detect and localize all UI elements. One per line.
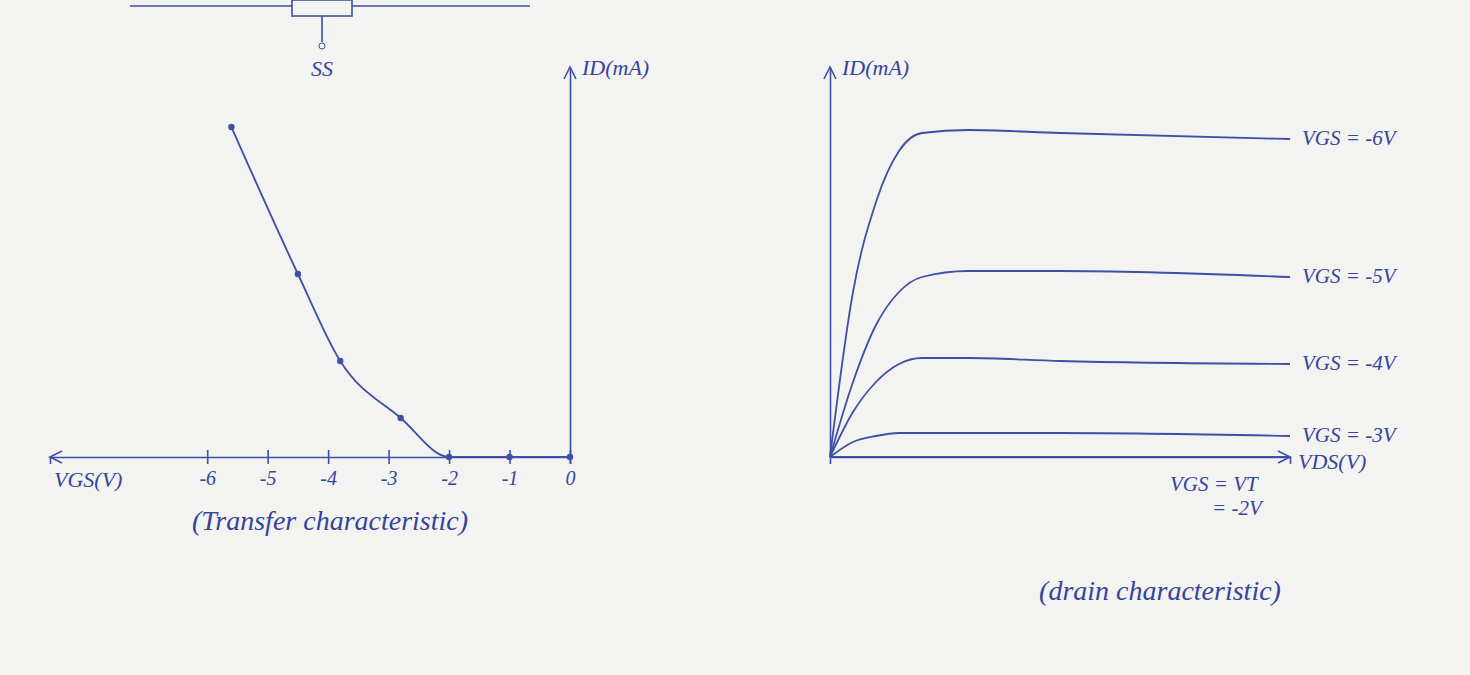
- y-axis: [830, 68, 831, 458]
- series-line: [830, 358, 1290, 457]
- data-point: [397, 415, 403, 421]
- x-axis-line: [51, 458, 571, 465]
- chart: -6 -5 -4 -3 -2 -1 0 VGS(V) ID(mA) (Transfer chara…: [50, 55, 649, 536]
- x-axis-line: [831, 458, 1291, 465]
- terminal: [319, 43, 325, 49]
- x-tick-mark: [388, 450, 390, 464]
- x-tick-label: -2: [441, 467, 458, 489]
- circuit-fragment: [130, 0, 530, 49]
- x-tick-label: -1: [502, 467, 519, 489]
- y-axis-line: [830, 68, 832, 458]
- data-point: [506, 454, 512, 460]
- canvas: -6 -5 -4 -3 -2 -1 0 VGS(V) ID(mA) (Transfer chara…: [0, 0, 1470, 675]
- series-label: VGS = -4V: [1302, 351, 1398, 375]
- axis-arrow: [824, 67, 836, 79]
- x-tick: -1: [502, 450, 519, 489]
- x-tick-label: -4: [320, 467, 337, 489]
- y-axis: [570, 68, 571, 458]
- annotation: SS: [311, 56, 333, 81]
- x-axis-title: VGS(V): [54, 467, 122, 492]
- series-label: VGS = -6V: [1302, 126, 1398, 150]
- data-point: [567, 454, 573, 460]
- data-point: [228, 124, 234, 130]
- series-line: [830, 456, 1290, 458]
- terminal-block: [292, 0, 352, 16]
- data-point: [295, 271, 301, 277]
- axis-arrow: [50, 451, 62, 463]
- x-tick-label: -6: [199, 467, 216, 489]
- x-tick-mark: [207, 450, 209, 464]
- x-tick: -4: [320, 450, 337, 489]
- series-label: VGS = -3V: [1302, 423, 1398, 447]
- series-line: [830, 433, 1290, 457]
- x-tick-label: 0: [566, 467, 576, 489]
- x-axis: [831, 458, 1291, 465]
- data-point: [446, 454, 452, 460]
- x-tick: -3: [381, 450, 398, 489]
- x-tick-label: -3: [381, 467, 398, 489]
- y-axis-title: ID(mA): [841, 55, 909, 80]
- series-line: [231, 127, 570, 457]
- background: [0, 0, 1470, 675]
- chart-title: (drain characteristic): [1039, 575, 1281, 606]
- wire: [130, 6, 530, 42]
- x-tick-label: -5: [260, 467, 277, 489]
- y-axis-title: ID(mA): [581, 55, 649, 80]
- plot-area: [830, 130, 1290, 457]
- x-tick-mark: [267, 450, 269, 464]
- series-label: VGS = -5V: [1302, 264, 1398, 288]
- x-tick: -5: [260, 450, 277, 489]
- x-tick: -6: [199, 450, 216, 489]
- series-line: [830, 271, 1290, 457]
- plot-area: [228, 124, 573, 460]
- series-line: [830, 130, 1290, 457]
- y-axis-line: [570, 68, 572, 458]
- x-tick: 0: [566, 450, 576, 489]
- axis-arrow: [564, 67, 576, 79]
- x-axis-title: VDS(V): [1298, 449, 1366, 474]
- chart: VDS(V) ID(mA) (drain characteristic) VGS = …: [824, 55, 1398, 606]
- data-point: [337, 358, 343, 364]
- x-axis: -6 -5 -4 -3 -2 -1 0: [51, 450, 576, 489]
- series-label: VGS = VT= -2V: [1170, 472, 1264, 520]
- x-tick-mark: [328, 450, 330, 464]
- chart-title: (Transfer characteristic): [192, 505, 468, 536]
